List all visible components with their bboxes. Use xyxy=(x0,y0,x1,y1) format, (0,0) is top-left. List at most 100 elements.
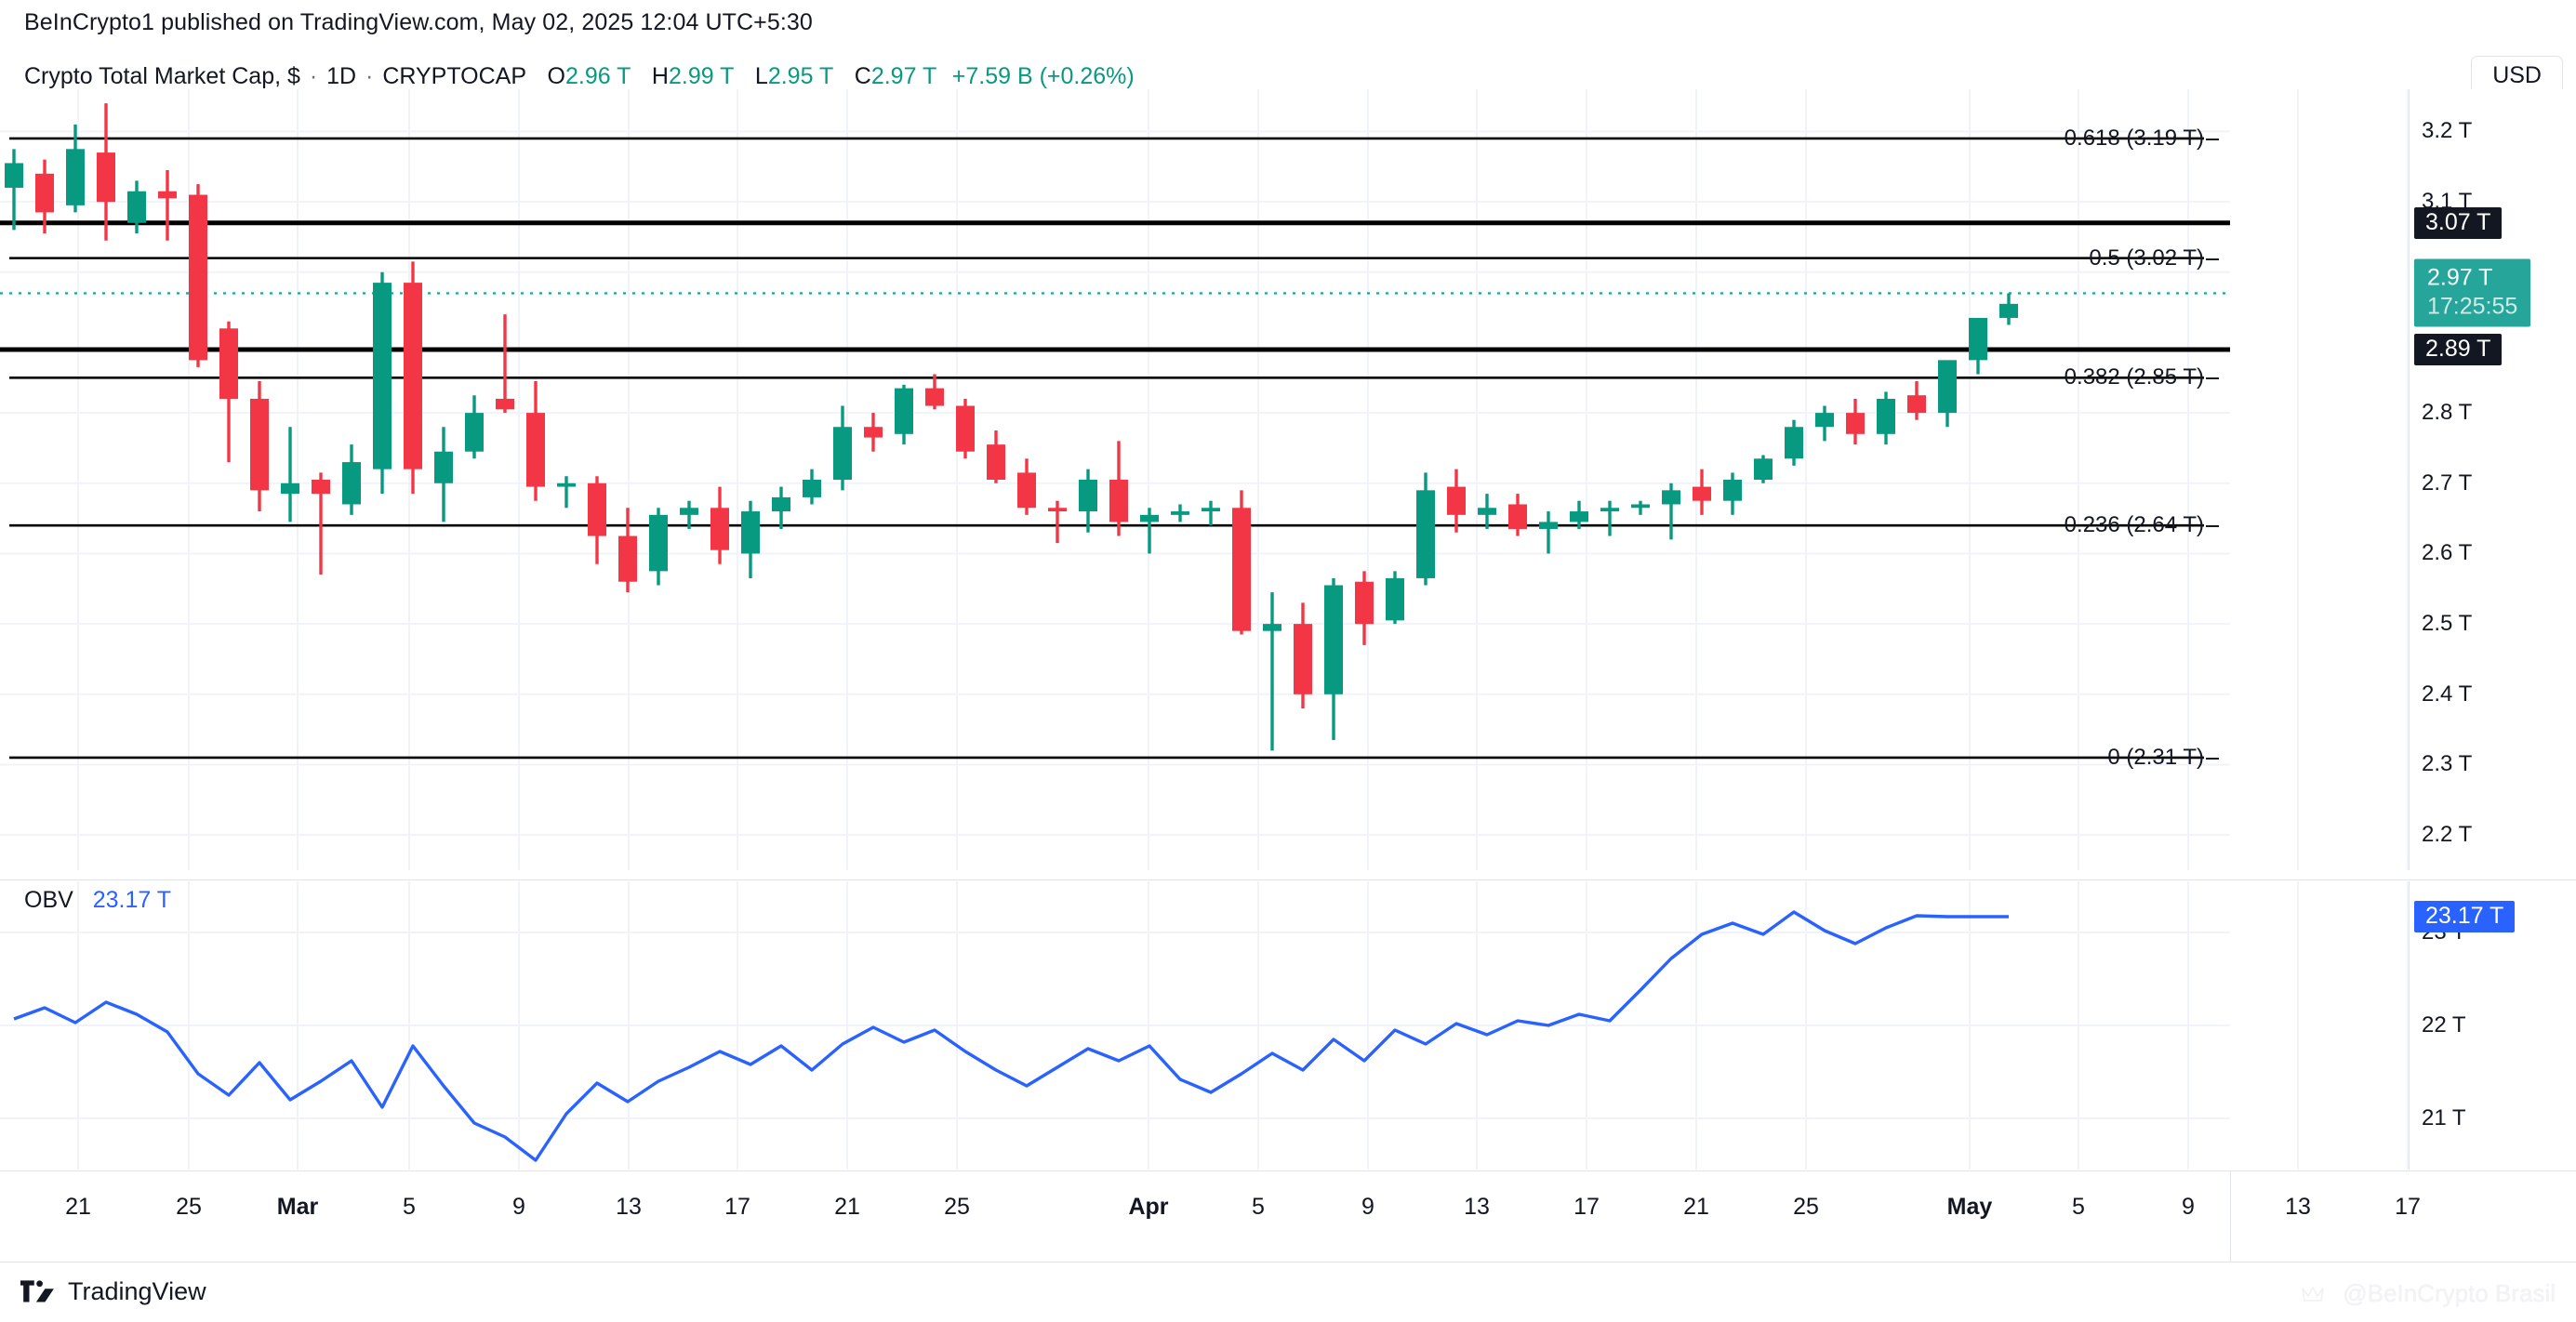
candlestick[interactable] xyxy=(250,381,269,512)
tradingview-logo-icon xyxy=(20,1279,54,1302)
legend-interval[interactable]: 1D xyxy=(326,63,357,89)
candlestick[interactable] xyxy=(987,430,1005,483)
candlestick[interactable] xyxy=(1416,472,1435,586)
candlestick[interactable] xyxy=(189,184,207,367)
tradingview-logo-text: TradingView xyxy=(68,1277,206,1305)
candlestick[interactable] xyxy=(97,103,115,241)
candle-body xyxy=(158,191,177,199)
legend-high-label: H xyxy=(651,63,669,89)
candlestick[interactable] xyxy=(1478,494,1496,529)
price-axis-tick: 2.2 T xyxy=(2422,822,2473,848)
candlestick[interactable] xyxy=(342,444,361,515)
candlestick[interactable] xyxy=(1232,490,1251,635)
legend-separator-1: · xyxy=(309,63,318,89)
candle-body xyxy=(864,427,883,438)
candlestick[interactable] xyxy=(1600,500,1619,536)
price-pane[interactable]: 3.2 T3.1 T3 T2.8 T2.7 T2.6 T2.5 T2.4 T2.… xyxy=(0,89,2576,870)
candlestick[interactable] xyxy=(925,374,944,410)
candlestick[interactable] xyxy=(1263,592,1281,751)
countdown-timer: 17:25:55 xyxy=(2427,293,2518,320)
candlestick[interactable] xyxy=(649,508,668,586)
candlestick[interactable] xyxy=(1631,500,1650,515)
candlestick[interactable] xyxy=(158,170,177,241)
candlestick[interactable] xyxy=(219,321,238,463)
candlestick[interactable] xyxy=(772,486,790,529)
obv-line xyxy=(13,910,2009,1162)
tradingview-logo[interactable]: TradingView xyxy=(20,1277,206,1306)
candlestick[interactable] xyxy=(1846,398,1865,445)
candlestick[interactable] xyxy=(1171,504,1189,522)
candlestick[interactable] xyxy=(1048,500,1067,544)
candlestick[interactable] xyxy=(1355,571,1374,645)
candlestick[interactable] xyxy=(1447,469,1466,533)
candlestick[interactable] xyxy=(557,476,576,509)
candlestick[interactable] xyxy=(312,472,330,575)
candlestick[interactable] xyxy=(1570,500,1588,529)
candlestick[interactable] xyxy=(1140,508,1159,554)
candlestick[interactable] xyxy=(1109,441,1128,536)
candlestick[interactable] xyxy=(680,500,698,529)
candlestick[interactable] xyxy=(1815,405,1834,442)
candlestick[interactable] xyxy=(1785,419,1803,466)
candlestick[interactable] xyxy=(373,271,392,495)
obv-pane[interactable]: OBV 23.17 T 23 T22 T21 T23.17 T xyxy=(0,881,2576,1170)
candlestick[interactable] xyxy=(465,395,484,459)
candlestick[interactable] xyxy=(1969,317,1987,375)
candlestick[interactable] xyxy=(1324,577,1343,740)
candlestick[interactable] xyxy=(66,124,85,213)
price-axis-tick: 2.5 T xyxy=(2422,611,2473,637)
candlestick[interactable] xyxy=(588,476,606,564)
obv-axis-tick: 22 T xyxy=(2422,1012,2466,1038)
candlestick[interactable] xyxy=(1294,602,1312,708)
fib-level-label: 0 (2.31 T) xyxy=(2107,744,2204,770)
candlestick[interactable] xyxy=(281,427,299,522)
candlestick[interactable] xyxy=(434,427,453,522)
time-axis[interactable]: 21 25 Mar 5 9 13 17 21 25 Apr 5 9 13 17 21 25 May 5 9 13 17 xyxy=(0,1170,2576,1262)
candlestick[interactable] xyxy=(404,261,422,495)
candle-body xyxy=(803,480,821,497)
candlestick[interactable] xyxy=(1386,571,1404,625)
candlestick[interactable] xyxy=(1508,494,1527,536)
legend-exchange: CRYPTOCAP xyxy=(382,63,526,89)
candlestick[interactable] xyxy=(1662,483,1680,540)
candle-body xyxy=(1017,472,1036,509)
candlestick[interactable] xyxy=(1539,511,1558,554)
candlestick[interactable] xyxy=(1754,455,1773,483)
candlestick[interactable] xyxy=(710,486,729,564)
candlestick[interactable] xyxy=(1079,469,1097,533)
candlestick[interactable] xyxy=(5,149,23,231)
channel-watermark: @BeInCrypto Brasil xyxy=(2301,1279,2556,1308)
candlestick[interactable] xyxy=(741,500,760,578)
candlestick[interactable] xyxy=(496,314,514,414)
candlestick[interactable] xyxy=(127,180,146,234)
legend-symbol[interactable]: Crypto Total Market Cap, $ xyxy=(24,63,300,89)
candlestick[interactable] xyxy=(1938,360,1957,428)
candlestick[interactable] xyxy=(895,384,913,445)
candlestick[interactable] xyxy=(864,413,883,452)
price-axis[interactable]: 3.2 T3.1 T3 T2.8 T2.7 T2.6 T2.5 T2.4 T2.… xyxy=(2409,89,2576,870)
candlestick[interactable] xyxy=(956,398,975,459)
obv-legend-name[interactable]: OBV xyxy=(24,887,73,913)
candlestick[interactable] xyxy=(526,381,545,501)
candlestick[interactable] xyxy=(1877,391,1895,445)
candlestick[interactable] xyxy=(833,405,852,491)
candlestick[interactable] xyxy=(35,159,54,234)
currency-badge[interactable]: USD xyxy=(2471,56,2563,96)
candle-body xyxy=(1140,514,1159,522)
fib-label-dash xyxy=(2206,377,2219,380)
candle-body xyxy=(219,328,238,399)
price-axis-tick: 2.6 T xyxy=(2422,540,2473,566)
obv-axis[interactable]: 23 T22 T21 T23.17 T xyxy=(2409,881,2576,1170)
candlestick[interactable] xyxy=(1693,469,1711,515)
candlestick[interactable] xyxy=(1017,458,1036,515)
candlestick[interactable] xyxy=(1999,293,2018,325)
candle-body xyxy=(35,173,54,213)
candlestick[interactable] xyxy=(1723,472,1742,515)
candlestick[interactable] xyxy=(618,508,637,593)
candle-body xyxy=(1416,490,1435,578)
candlestick[interactable] xyxy=(1202,500,1220,526)
candlestick[interactable] xyxy=(803,469,821,505)
candlestick[interactable] xyxy=(1907,381,1926,420)
legend-close-label: C xyxy=(854,63,871,89)
